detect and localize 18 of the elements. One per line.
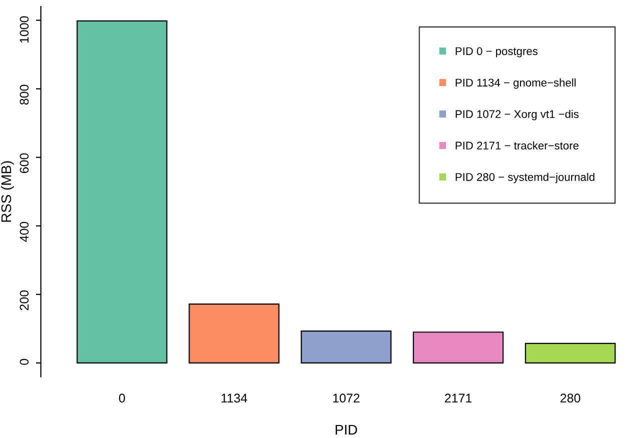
y-tick-label: 1000 (20, 16, 29, 43)
legend-label: PID 1134 − gnome−shell (456, 78, 576, 89)
x-tick-label: 1072 (333, 394, 360, 403)
legend-label: PID 280 − systemd−journald (456, 172, 594, 184)
legend-label: PID 2171 − tracker−store (456, 141, 579, 150)
y-tick-label: 200 (20, 290, 29, 310)
y-tick-label: 800 (20, 84, 29, 105)
y-tick-label: 400 (20, 222, 29, 242)
legend-label: PID 0 − postgres (456, 47, 538, 58)
x-axis-title: PID (336, 424, 358, 435)
x-tick-label: 2171 (444, 394, 472, 402)
x-tick-label: 0 (119, 394, 125, 403)
y-tick-label: 600 (20, 153, 29, 174)
y-axis-title: RSS (MB) (0, 161, 14, 222)
y-tick-label: 0 (20, 358, 29, 365)
x-tick-label: 280 (560, 394, 580, 403)
x-tick-label: 1134 (222, 394, 248, 403)
legend-label: PID 1072 − Xorg vt1 −dis (456, 110, 579, 120)
